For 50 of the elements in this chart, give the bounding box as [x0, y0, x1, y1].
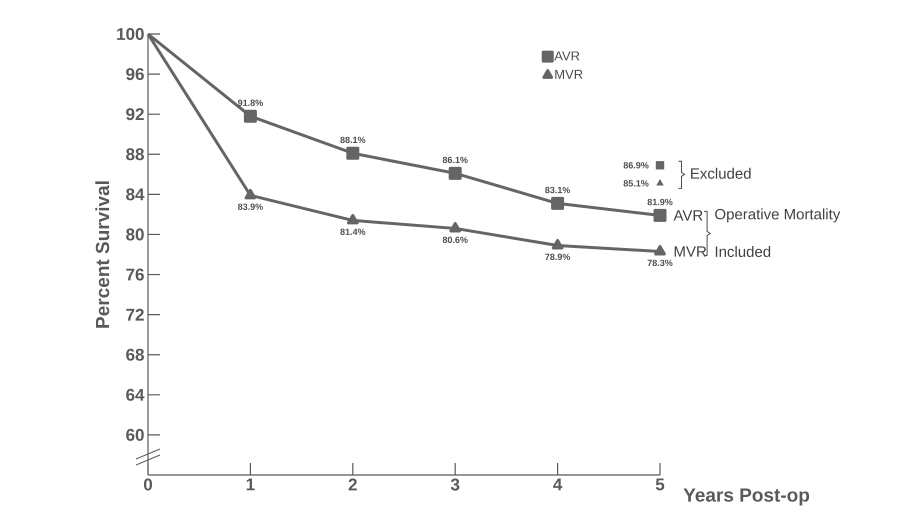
legend-label: MVR — [555, 70, 583, 79]
x-tick-label: 5 — [656, 478, 664, 490]
data-label: 83.9% — [238, 204, 263, 210]
point — [346, 214, 359, 224]
data-label: 85.1% — [624, 180, 649, 187]
point — [346, 146, 360, 160]
data-label: 80.6% — [442, 236, 468, 244]
y-tick-label: 64 — [126, 388, 144, 401]
x-tick-label: 3 — [450, 478, 460, 491]
point — [654, 244, 666, 256]
point — [449, 222, 462, 232]
text: MVR — [674, 246, 706, 257]
data-label: 83.1% — [545, 186, 570, 194]
x-axis-title: Years Post-op — [684, 488, 810, 506]
data-label: 81.9% — [648, 198, 673, 206]
text: Operative Mortality — [715, 208, 840, 222]
data-label: 81.4% — [340, 228, 366, 236]
data-label: 91.8% — [238, 100, 263, 106]
y-tick-label: 68 — [126, 348, 144, 361]
y-tick-label: 72 — [126, 308, 144, 321]
text: Excluded — [691, 168, 751, 179]
legend-label: AVR — [554, 51, 580, 60]
point — [551, 196, 564, 210]
text: Included — [716, 246, 770, 257]
y-tick-label: 76 — [126, 268, 144, 281]
y-tick-label: 60 — [126, 428, 144, 441]
point — [654, 208, 666, 222]
x-tick-label: 0 — [144, 478, 152, 491]
point — [656, 161, 664, 170]
y-axis-title: Percent Survival — [95, 181, 110, 328]
y-tick-label: 96 — [126, 68, 144, 80]
data-label: 86.9% — [624, 162, 649, 168]
point — [244, 188, 256, 200]
data-label: 86.1% — [442, 156, 468, 164]
y-tick-label: 80 — [126, 228, 144, 240]
text: AVR — [674, 210, 703, 221]
x-tick-label: 4 — [553, 478, 562, 490]
point — [244, 110, 257, 123]
point — [448, 166, 462, 180]
data-label: 88.1% — [340, 136, 366, 144]
point — [552, 238, 564, 250]
y-tick-label: 100 — [117, 28, 144, 40]
x-tick-label: 1 — [246, 478, 255, 490]
y-tick-label: 88 — [126, 148, 144, 160]
data-label: 78.3% — [648, 260, 673, 266]
y-tick-label: 92 — [126, 108, 144, 120]
data-label: 78.9% — [545, 254, 570, 260]
point — [656, 179, 664, 186]
y-tick-label: 84 — [126, 188, 144, 200]
x-tick-label: 2 — [348, 478, 357, 490]
